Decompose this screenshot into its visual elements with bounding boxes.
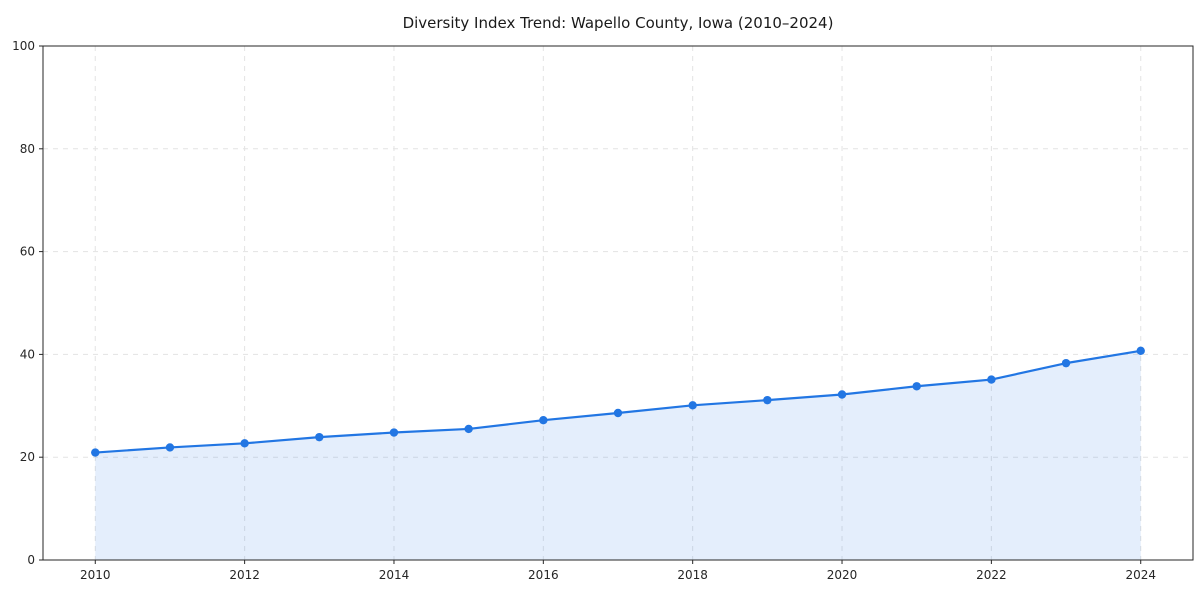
data-point-marker (912, 382, 921, 391)
x-tick-label: 2018 (677, 568, 708, 582)
y-tick-label: 100 (12, 39, 35, 53)
data-point-marker (837, 390, 847, 399)
plot-frame (42, 45, 1194, 561)
chart-title: Diversity Index Trend: Wapello County, I… (402, 14, 834, 32)
data-point-marker (688, 401, 697, 410)
x-tick-label: 2022 (976, 568, 1007, 582)
data-point-marker (539, 415, 548, 425)
y-tick-label: 40 (20, 347, 35, 361)
y-tick-label: 0 (27, 553, 35, 567)
x-tick-label: 2012 (229, 568, 260, 582)
data-point-marker (987, 375, 996, 384)
data-point-marker (1061, 358, 1071, 368)
y-tick-label: 60 (20, 245, 35, 259)
data-point-marker (763, 395, 772, 405)
y-tick-label: 80 (20, 142, 35, 156)
x-tick-label: 2020 (827, 568, 858, 582)
series-area-fill (95, 350, 1141, 560)
data-point-marker (389, 428, 399, 437)
y-tick-label: 20 (20, 450, 35, 464)
data-point-marker (1136, 346, 1145, 356)
data-point-marker (464, 424, 473, 434)
data-point-marker (165, 443, 175, 452)
x-tick-label: 2016 (528, 568, 559, 582)
x-tick-label: 2024 (1125, 568, 1156, 582)
x-tick-label: 2014 (379, 568, 410, 582)
data-point-marker (91, 448, 100, 457)
data-point-marker (613, 408, 623, 418)
x-tick-label: 2010 (80, 568, 111, 582)
data-point-marker (240, 439, 249, 448)
data-point-marker (315, 432, 324, 442)
plot-background (43, 46, 1193, 560)
